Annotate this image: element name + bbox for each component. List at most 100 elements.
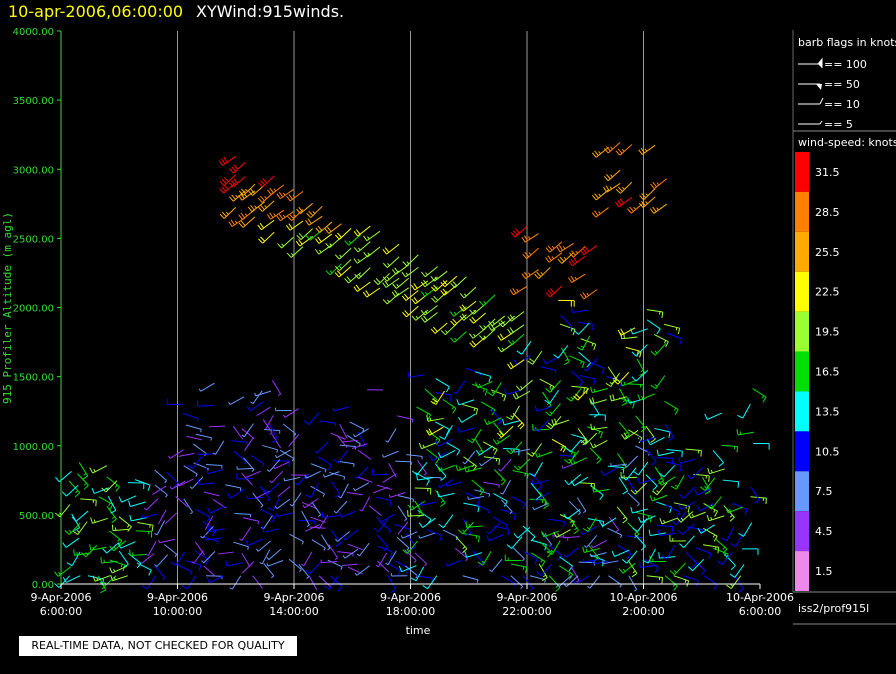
wind-barb xyxy=(315,221,333,233)
speed-label: 10.5 xyxy=(815,445,840,458)
wind-barb xyxy=(263,563,275,579)
wind-barb xyxy=(154,469,168,484)
wind-barb xyxy=(559,323,576,336)
speed-label: 25.5 xyxy=(815,246,840,259)
speed-swatch xyxy=(795,351,809,392)
wind-barb xyxy=(530,482,542,500)
wind-barb xyxy=(568,255,586,267)
wind-barb xyxy=(463,533,480,543)
wind-barb xyxy=(465,521,483,528)
speed-label: 19.5 xyxy=(815,326,840,339)
wind-barb xyxy=(512,412,525,430)
wind-barb xyxy=(277,236,294,249)
wind-barb xyxy=(183,465,198,477)
wind-barb xyxy=(306,205,323,218)
wind-barb xyxy=(435,378,450,393)
wind-barb xyxy=(474,489,491,497)
wind-barb xyxy=(455,536,468,554)
wind-barb xyxy=(175,496,189,508)
wind-barb xyxy=(498,458,512,472)
wind-barb xyxy=(475,380,493,389)
wind-barb xyxy=(589,447,602,464)
wind-barb xyxy=(513,526,531,539)
wind-barb xyxy=(397,505,408,522)
wind-barb xyxy=(621,550,638,564)
wind-barb xyxy=(252,575,263,589)
wind-barb xyxy=(332,406,350,412)
wind-barb xyxy=(396,536,410,551)
wind-barb xyxy=(392,277,410,289)
wind-barb xyxy=(296,202,313,215)
barb-legend-label: == 100 xyxy=(824,58,867,71)
wind-barb xyxy=(177,478,194,487)
wind-barb xyxy=(723,505,735,522)
wind-barb xyxy=(402,540,418,554)
wind-barb xyxy=(341,439,358,443)
wind-barb xyxy=(200,525,214,539)
speed-swatch xyxy=(795,471,809,512)
barb-flag-5 xyxy=(819,120,823,125)
wind-barb xyxy=(64,522,81,535)
wind-barb xyxy=(274,449,291,459)
wind-barb xyxy=(98,496,114,510)
wind-barb xyxy=(469,336,486,348)
x-tick-date: 9-Apr-2006 xyxy=(263,591,324,604)
wind-barb xyxy=(277,486,291,498)
wind-barb xyxy=(382,243,400,255)
chart-title: XYWind:915winds. xyxy=(196,2,344,21)
barb-legend-label: == 5 xyxy=(824,118,853,131)
wind-barb xyxy=(619,388,628,406)
y-tick-label: 4000.00 xyxy=(13,27,54,38)
wind-barb xyxy=(545,252,563,263)
wind-barb xyxy=(197,451,215,456)
y-tick-label: 0.00 xyxy=(32,580,54,591)
wind-barb xyxy=(538,563,548,582)
wind-barb xyxy=(617,544,632,559)
wind-barb xyxy=(279,449,295,462)
wind-barb xyxy=(430,270,448,282)
wind-barb xyxy=(549,544,563,561)
wind-barb xyxy=(135,530,153,538)
wind-barb xyxy=(464,551,483,558)
wind-barb xyxy=(579,375,596,385)
wind-barb xyxy=(219,182,237,194)
wind-barb xyxy=(630,482,647,495)
wind-barb xyxy=(90,517,108,524)
wind-barb xyxy=(513,448,531,453)
wind-barb xyxy=(111,524,129,532)
wind-barb xyxy=(354,466,369,479)
wind-barb xyxy=(536,563,553,577)
wind-barb xyxy=(726,575,742,590)
wind-barb xyxy=(627,202,644,214)
wind-barb xyxy=(618,421,630,439)
wind-barb xyxy=(625,535,643,544)
wind-barb xyxy=(255,490,271,499)
wind-barb xyxy=(378,519,392,534)
wind-barb xyxy=(99,575,117,587)
wind-barb xyxy=(445,441,461,456)
wind-barb xyxy=(458,413,476,423)
wind-barb xyxy=(205,464,223,469)
wind-barb xyxy=(110,574,128,582)
wind-barb xyxy=(664,423,675,441)
wind-barb xyxy=(556,575,572,587)
x-tick-date: 9-Apr-2006 xyxy=(496,591,557,604)
wind-barb xyxy=(578,351,592,368)
wind-barb xyxy=(407,510,424,517)
wind-barb xyxy=(382,292,400,305)
wind-barb xyxy=(634,534,646,551)
wind-barb xyxy=(397,521,409,535)
wind-barb xyxy=(434,421,450,435)
wind-barb xyxy=(551,438,567,453)
wind-barb xyxy=(304,470,321,479)
wind-barb xyxy=(676,511,694,523)
wind-barb xyxy=(679,486,696,499)
wind-barb xyxy=(685,551,698,569)
wind-barb xyxy=(464,466,482,473)
wind-barb xyxy=(573,388,590,401)
wind-barb xyxy=(463,502,480,513)
wind-barb xyxy=(714,538,728,554)
wind-barb xyxy=(665,504,681,518)
wind-barb xyxy=(750,486,760,504)
